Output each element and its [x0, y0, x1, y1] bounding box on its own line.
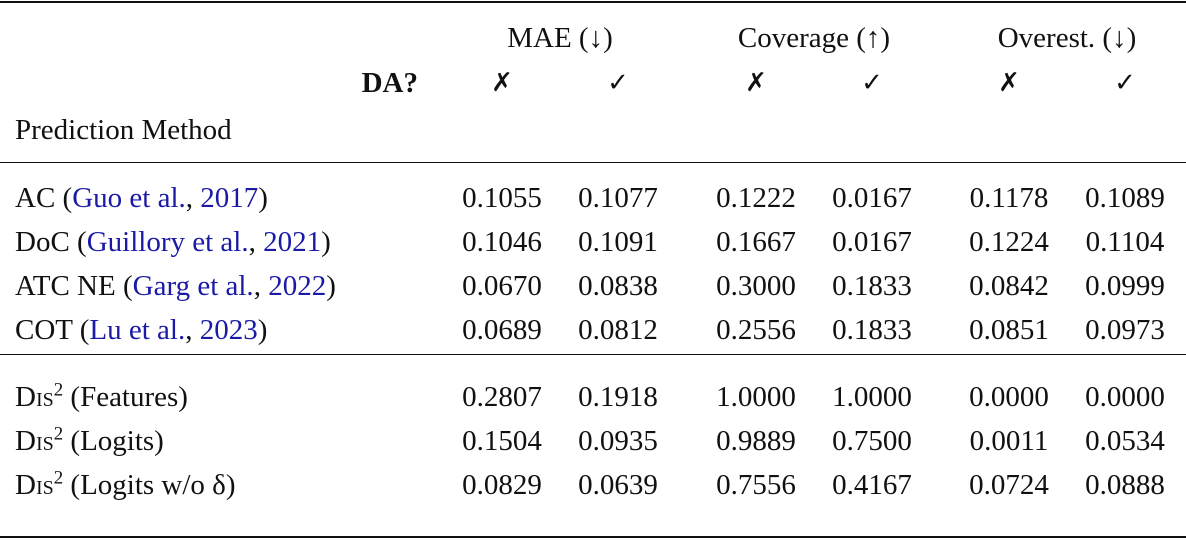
value-cell: 0.1178	[969, 182, 1049, 214]
value-cell: 0.0534	[1085, 425, 1165, 457]
method-name: AC	[15, 182, 56, 214]
value-cell: 0.0011	[969, 425, 1049, 457]
cross-icon: ✗	[491, 68, 513, 98]
group-header-overestimation: Overest. (↓)	[997, 22, 1137, 54]
method-variant: (Logits w/o δ)	[70, 469, 236, 501]
citation-authors-link[interactable]: Guo et al.	[72, 182, 186, 214]
method-label: Dis2 (Features)	[15, 375, 188, 419]
value-cell: 0.0999	[1085, 270, 1165, 302]
value-cell: 0.2556	[716, 314, 796, 346]
bottom-rule	[0, 536, 1186, 538]
da-label: DA?	[361, 67, 418, 99]
value-cell: 0.3000	[716, 270, 796, 302]
header-rule	[0, 162, 1186, 164]
citation-authors-link[interactable]: Lu et al.	[89, 314, 186, 346]
value-cell: 0.1833	[832, 270, 912, 302]
method-header-row: Prediction Method	[0, 108, 1186, 152]
value-cell: 0.0689	[462, 314, 542, 346]
method-label: COT (Lu et al., 2023)	[15, 314, 268, 346]
value-cell: 0.7500	[832, 425, 912, 457]
check-icon: ✓	[861, 68, 883, 98]
method-variant: (Logits)	[70, 425, 164, 457]
value-cell: 0.1222	[716, 182, 796, 214]
method-name: Dis	[15, 425, 54, 457]
value-cell: 0.0167	[832, 182, 912, 214]
value-cell: 0.0829	[462, 469, 542, 501]
da-header-row: DA? ✗ ✓ ✗ ✓ ✗ ✓	[0, 61, 1186, 105]
value-cell: 0.0670	[462, 270, 542, 302]
method-label: ATC NE (Garg et al., 2022)	[15, 270, 336, 302]
value-cell: 0.4167	[832, 469, 912, 501]
value-cell: 0.0000	[969, 381, 1049, 413]
check-icon: ✓	[1114, 68, 1136, 98]
group-rule	[0, 354, 1186, 356]
table-row: Dis2 (Features) 0.2807 0.1918 1.0000 1.0000…	[0, 375, 1186, 419]
method-name: Dis	[15, 469, 54, 501]
citation-authors-link[interactable]: Garg et al.	[132, 270, 254, 302]
cross-icon: ✗	[745, 68, 767, 98]
citation-authors-link[interactable]: Guillory et al.	[86, 226, 249, 258]
value-cell: 0.0973	[1085, 314, 1165, 346]
value-cell: 0.0639	[578, 469, 658, 501]
method-label: AC (Guo et al., 2017)	[15, 182, 268, 214]
value-cell: 0.1667	[716, 226, 796, 258]
group-header-row: MAE (↓) Coverage (↑) Overest. (↓)	[0, 16, 1186, 60]
value-cell: 0.0888	[1085, 469, 1165, 501]
top-rule	[0, 1, 1186, 3]
value-cell: 0.0838	[578, 270, 658, 302]
value-cell: 0.1046	[462, 226, 542, 258]
method-label: DoC (Guillory et al., 2021)	[15, 226, 331, 258]
value-cell: 0.0935	[578, 425, 658, 457]
table-row: AC (Guo et al., 2017) 0.1055 0.1077 0.1222…	[0, 176, 1186, 220]
method-superscript: 2	[53, 467, 64, 489]
group-header-coverage: Coverage (↑)	[737, 22, 891, 54]
citation-year-link[interactable]: 2023	[199, 314, 258, 346]
value-cell: 0.1091	[578, 226, 658, 258]
value-cell: 0.1504	[462, 425, 542, 457]
method-label: Dis2 (Logits)	[15, 419, 164, 463]
table-row: DoC (Guillory et al., 2021) 0.1046 0.1091…	[0, 220, 1186, 264]
method-name: DoC	[15, 226, 70, 258]
method-name: ATC NE	[15, 270, 116, 302]
value-cell: 0.1089	[1085, 182, 1165, 214]
method-superscript: 2	[53, 379, 64, 401]
value-cell: 0.0167	[832, 226, 912, 258]
citation-year-link[interactable]: 2022	[268, 270, 327, 302]
value-cell: 1.0000	[832, 381, 912, 413]
value-cell: 1.0000	[716, 381, 796, 413]
group-header-mae: MAE (↓)	[507, 22, 613, 54]
value-cell: 0.0851	[969, 314, 1049, 346]
method-variant: (Features)	[70, 381, 188, 413]
table-row: Dis2 (Logits) 0.1504 0.0935 0.9889 0.7500 0.…	[0, 419, 1186, 463]
value-cell: 0.0000	[1085, 381, 1165, 413]
value-cell: 0.1224	[969, 226, 1049, 258]
value-cell: 0.1104	[1085, 226, 1165, 258]
citation-year-link[interactable]: 2017	[200, 182, 259, 214]
method-label: Dis2 (Logits w/o δ)	[15, 463, 236, 507]
method-name: Dis	[15, 381, 54, 413]
check-icon: ✓	[607, 68, 629, 98]
value-cell: 0.1833	[832, 314, 912, 346]
value-cell: 0.7556	[716, 469, 796, 501]
table-row: ATC NE (Garg et al., 2022) 0.0670 0.0838 0…	[0, 264, 1186, 308]
value-cell: 0.0812	[578, 314, 658, 346]
value-cell: 0.1077	[578, 182, 658, 214]
value-cell: 0.1055	[462, 182, 542, 214]
value-cell: 0.9889	[716, 425, 796, 457]
method-name: COT	[15, 314, 73, 346]
value-cell: 0.1918	[578, 381, 658, 413]
value-cell: 0.2807	[462, 381, 542, 413]
table-row: COT (Lu et al., 2023) 0.0689 0.0812 0.2556…	[0, 308, 1186, 352]
citation-year-link[interactable]: 2021	[263, 226, 322, 258]
prediction-method-header: Prediction Method	[15, 114, 232, 146]
cross-icon: ✗	[998, 68, 1020, 98]
method-superscript: 2	[53, 423, 64, 445]
value-cell: 0.0842	[969, 270, 1049, 302]
value-cell: 0.0724	[969, 469, 1049, 501]
table-row: Dis2 (Logits w/o δ) 0.0829 0.0639 0.7556 0.…	[0, 463, 1186, 507]
